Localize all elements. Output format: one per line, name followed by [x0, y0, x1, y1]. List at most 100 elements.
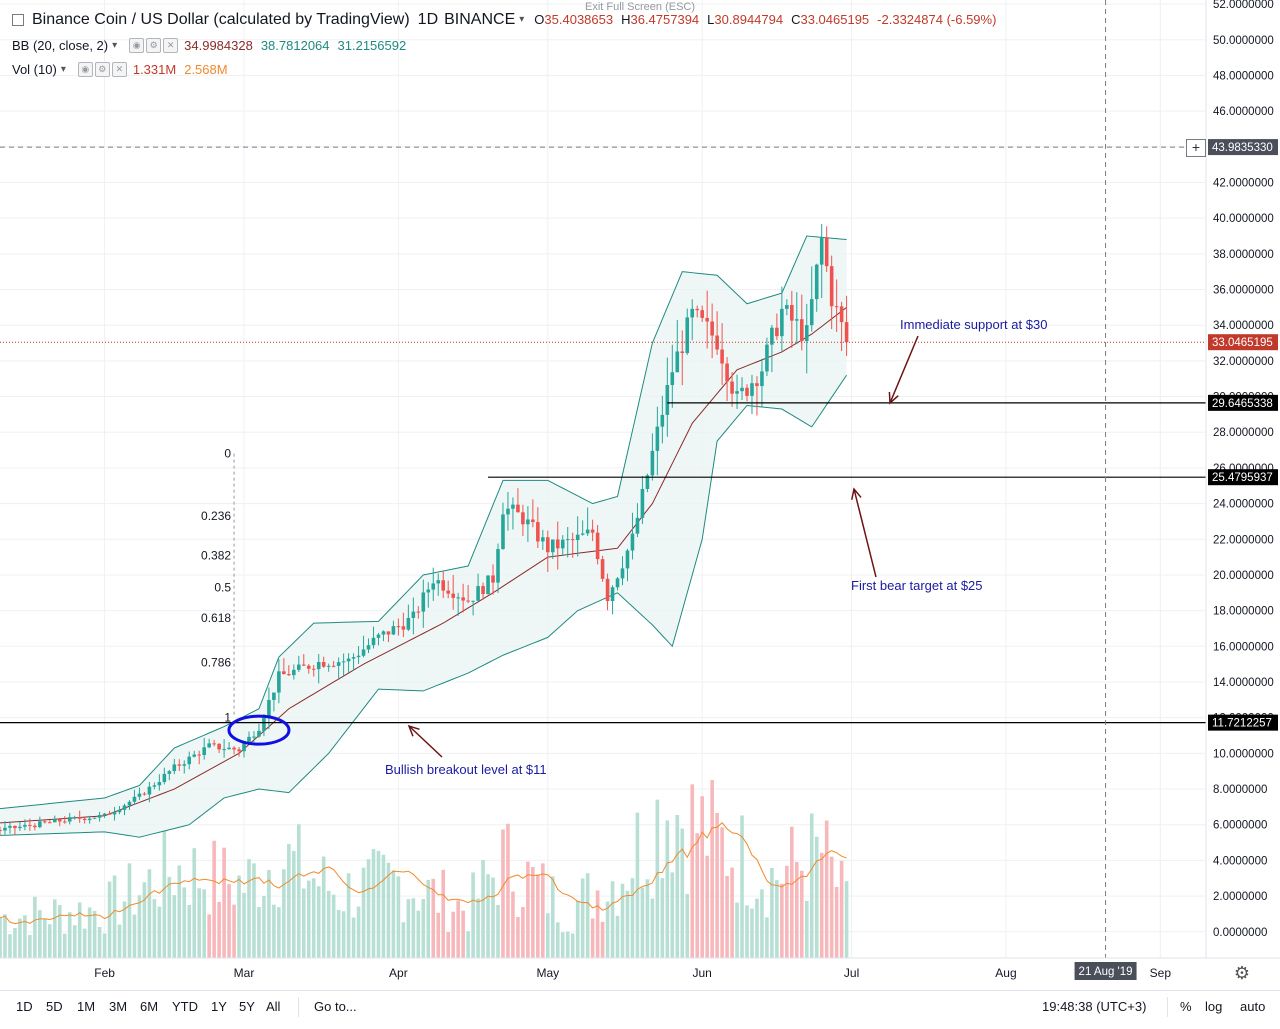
candle [785, 299, 789, 316]
volume-bar [670, 872, 675, 958]
volume-bar [341, 911, 346, 958]
range-3m-button[interactable]: 3M [109, 999, 128, 1014]
log-scale-toggle[interactable]: log [1205, 999, 1223, 1014]
bb-remove-icon[interactable]: ✕ [163, 38, 179, 53]
volume-bar [550, 876, 555, 958]
candle [690, 299, 695, 341]
candle-body [710, 321, 714, 336]
timezone-clock[interactable]: 19:48:38 (UTC+3) [1042, 999, 1147, 1014]
candle [550, 539, 555, 560]
range-all-button[interactable]: All [266, 999, 281, 1014]
price-tag-bg [1208, 139, 1278, 156]
candle [834, 279, 839, 332]
volume-ma-line [0, 822, 847, 925]
candle [401, 612, 406, 638]
symbol-title[interactable]: Binance Coin / US Dollar (calculated by … [32, 11, 410, 28]
auto-scale-toggle[interactable]: auto [1240, 999, 1266, 1014]
candle [446, 580, 450, 599]
add-alert-plus-icon[interactable]: + [1186, 139, 1206, 157]
vol-label[interactable]: Vol (10) [12, 62, 57, 77]
candle [461, 583, 465, 613]
candle-body [804, 325, 809, 342]
candle-body [137, 793, 142, 797]
volume-bar [575, 900, 580, 958]
range-1y-button[interactable]: 1Y [211, 999, 227, 1014]
exchange-label[interactable]: BINANCE [444, 11, 516, 28]
range-6m-button[interactable]: 6M [140, 999, 159, 1014]
candle-body [67, 817, 72, 822]
goto-date-button[interactable]: Go to... [314, 999, 357, 1014]
bb-settings-icon[interactable]: ⚙ [146, 38, 162, 53]
candle [192, 750, 197, 758]
volume-bar [560, 932, 565, 958]
candle-body [0, 830, 2, 832]
exit-fullscreen-hint[interactable]: Exit Full Screen (ESC) [585, 1, 696, 13]
arrow-shaft [889, 335, 919, 404]
percent-scale-toggle[interactable]: % [1180, 999, 1192, 1014]
interval-label[interactable]: 1D [417, 11, 439, 28]
volume-bar [3, 914, 7, 958]
candle-body [52, 819, 57, 823]
volume-bar [610, 881, 615, 958]
candle-body [247, 736, 251, 744]
price-tag-label: 33.0465195 [1212, 337, 1273, 349]
vol-visibility-icon[interactable]: ◉ [77, 62, 93, 77]
candle-body [730, 381, 734, 394]
candle [506, 492, 510, 531]
candle-body [232, 747, 236, 750]
candle [790, 290, 794, 349]
y-tick-label: 36.0000000 [1213, 285, 1274, 297]
volume-bar [705, 855, 709, 958]
bb-visibility-icon[interactable]: ◉ [129, 38, 145, 53]
candle-body [107, 813, 112, 815]
x-tick-label: Sep [1150, 966, 1172, 980]
range-ytd-button[interactable]: YTD [172, 999, 198, 1014]
candle-body [197, 754, 201, 756]
candle [277, 659, 281, 704]
candle-body [809, 299, 814, 326]
fib-level-label: 0.618 [201, 611, 231, 625]
candle-body [705, 317, 709, 322]
range-5d-button[interactable]: 5D [46, 999, 63, 1014]
vol-remove-icon[interactable]: ✕ [111, 62, 127, 77]
volume-bar [501, 829, 505, 958]
bb-label[interactable]: BB (20, close, 2) [12, 38, 109, 53]
volume-bar [222, 847, 226, 958]
range-1m-button[interactable]: 1M [77, 999, 96, 1014]
candle [92, 817, 97, 820]
range-1d-button[interactable]: 1D [16, 999, 33, 1014]
volume-bar [625, 890, 630, 958]
volume-bar [710, 780, 714, 958]
candle-body [112, 812, 117, 815]
open-label: O [534, 12, 545, 27]
symbol-menu-icon[interactable]: ▾ [519, 14, 525, 25]
candle-body [546, 537, 550, 553]
candle-body [456, 597, 460, 599]
y-tick-label: 10.0000000 [1213, 748, 1274, 760]
volume-bar [97, 926, 102, 958]
candle [0, 826, 2, 836]
candle [705, 290, 709, 349]
x-tick-label: Jul [844, 966, 859, 980]
candle [52, 815, 57, 823]
bb-basis-line [0, 306, 847, 824]
candle-body [755, 383, 759, 387]
price-tag-label: 29.6465338 [1212, 398, 1273, 410]
candle [426, 582, 431, 608]
candle [316, 654, 321, 684]
range-5y-button[interactable]: 5Y [239, 999, 255, 1014]
candle [700, 305, 704, 322]
volume-bar [272, 904, 276, 958]
volume-bar [421, 898, 426, 958]
candle [476, 573, 480, 601]
candle-body [511, 504, 515, 509]
collapse-legend-icon[interactable] [12, 13, 24, 26]
vol-settings-icon[interactable]: ⚙ [94, 62, 110, 77]
vol-menu-icon[interactable]: ▾ [60, 64, 66, 75]
bb-menu-icon[interactable]: ▾ [112, 40, 118, 51]
chart-settings-gear-icon[interactable]: ⚙ [1233, 963, 1251, 983]
bb-fill [0, 235, 847, 838]
candle [227, 742, 231, 750]
